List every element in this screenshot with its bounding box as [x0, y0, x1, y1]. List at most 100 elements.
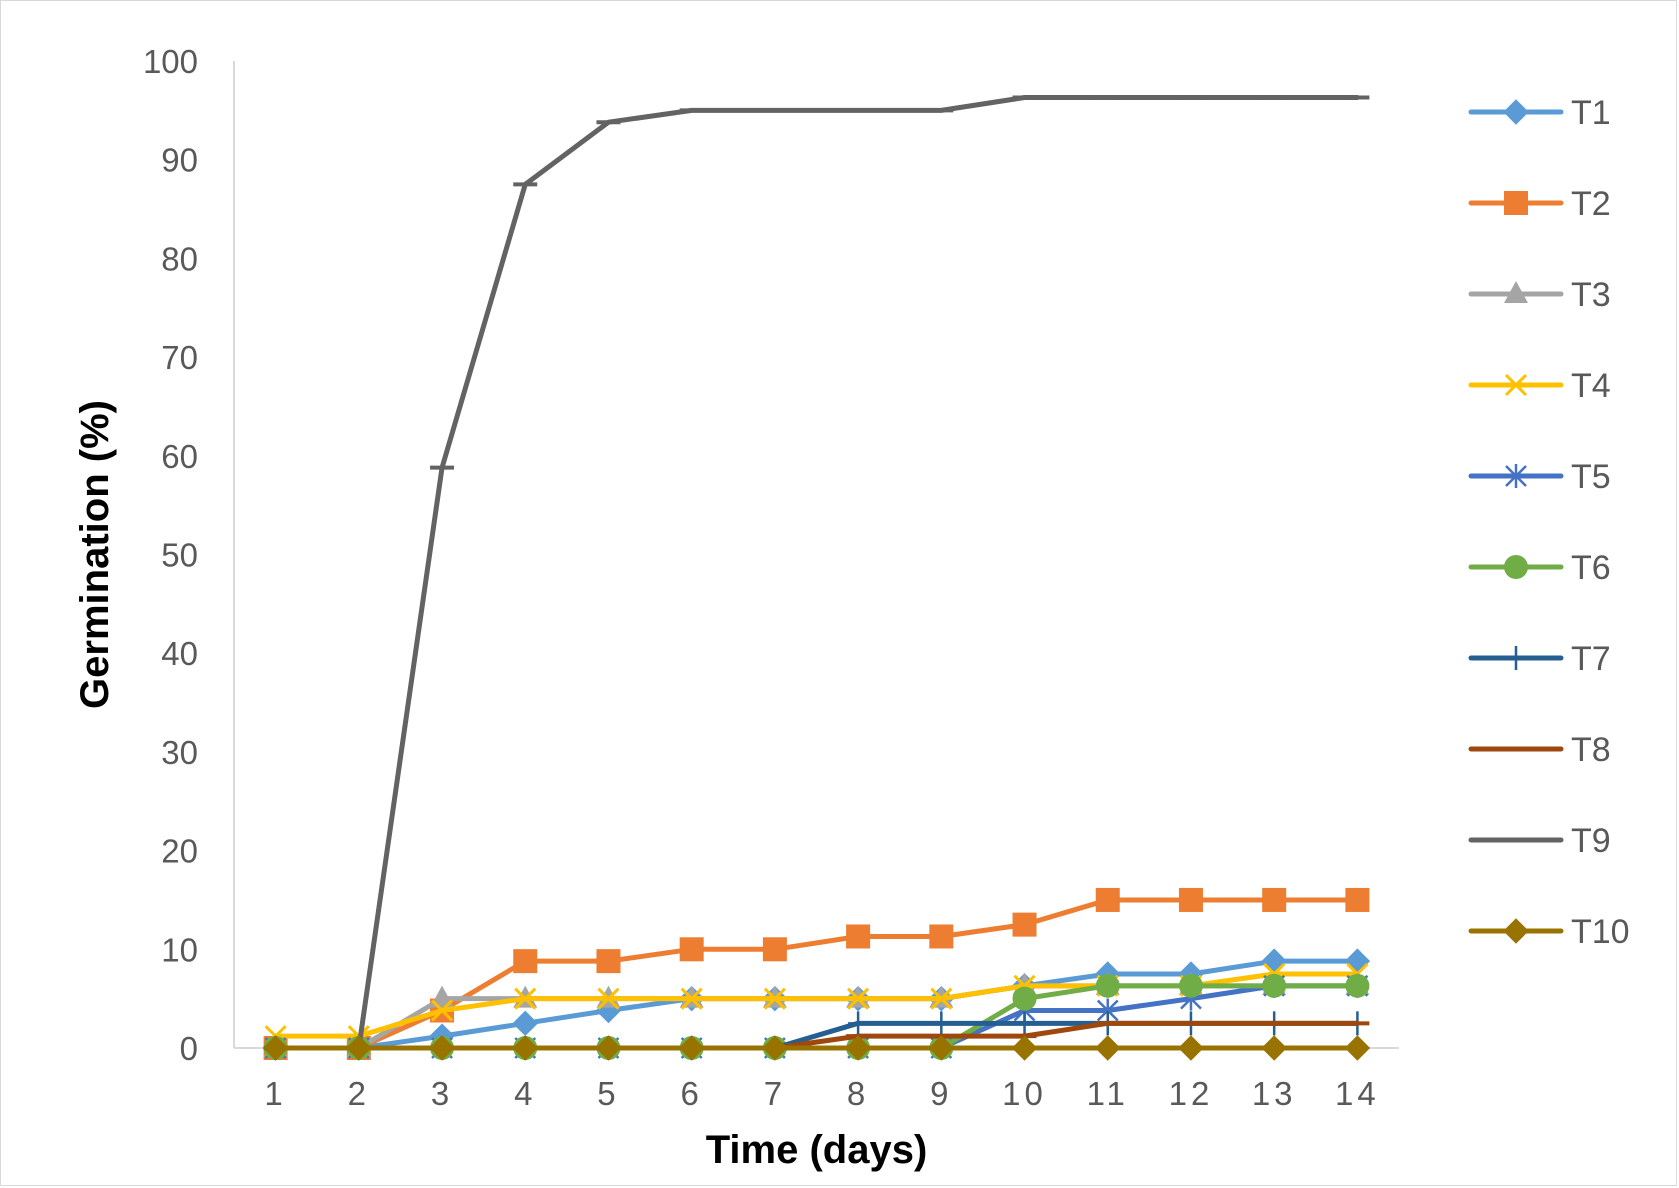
y-tick-label: 40	[161, 635, 198, 672]
data-point-t1	[512, 1010, 538, 1037]
data-point-t10	[512, 1035, 538, 1061]
legend-item-t8: T8	[1468, 731, 1611, 769]
y-axis-title: Germination (%)	[73, 400, 117, 709]
legend-label: T5	[1571, 458, 1611, 496]
y-tick-label: 50	[161, 537, 198, 574]
data-point-t10	[762, 1035, 788, 1061]
data-point-t2	[1012, 912, 1037, 937]
legend-item-t9: T9	[1468, 822, 1611, 860]
y-tick-label: 0	[180, 1030, 198, 1067]
data-point-t3	[430, 985, 455, 1008]
legend-label: T2	[1571, 185, 1611, 223]
data-point-t10	[928, 1035, 955, 1061]
data-point-t6	[1262, 973, 1287, 998]
y-tick-label: 60	[161, 438, 198, 475]
data-point-t4	[597, 987, 620, 1010]
data-point-t10	[845, 1035, 871, 1061]
series-t10	[262, 1035, 1371, 1061]
x-tick-label: 13	[1252, 1075, 1297, 1112]
x-tick-label: 10	[1002, 1075, 1047, 1112]
data-point-t2	[679, 937, 704, 962]
legend: T1 T2 T3 T4 T5 T6 T7 T8 T9 T10	[1468, 94, 1630, 951]
y-tick-label: 70	[161, 339, 198, 376]
y-tick-label: 30	[161, 734, 198, 771]
data-point-t1	[1261, 948, 1287, 974]
data-point-t10	[1095, 1035, 1121, 1061]
data-point-t2	[762, 937, 787, 962]
y-tick-label: 100	[143, 43, 198, 80]
data-point-t4	[847, 987, 870, 1010]
x-axis-title: Time (days)	[706, 1128, 928, 1172]
x-tick-label: 12	[1169, 1075, 1214, 1112]
data-point-t2	[846, 924, 871, 949]
x-tick-label: 8	[847, 1075, 869, 1112]
legend-marker	[1504, 191, 1528, 215]
data-point-t10	[262, 1035, 289, 1061]
legend-label: T4	[1571, 367, 1611, 405]
y-tick-label: 90	[161, 142, 198, 179]
legend-marker	[1503, 918, 1529, 944]
data-point-t2	[596, 949, 621, 974]
legend-marker	[1504, 281, 1528, 303]
data-point-t10	[1011, 1035, 1038, 1061]
legend-item-t6: T6	[1468, 549, 1611, 587]
x-tick-label: 1	[264, 1075, 286, 1112]
data-point-t6	[1012, 986, 1037, 1011]
data-point-t10	[1261, 1035, 1287, 1061]
x-tick-label: 6	[680, 1075, 702, 1112]
legend-marker	[1503, 99, 1529, 125]
legend-item-t5: T5	[1468, 458, 1611, 496]
legend-label: T9	[1571, 822, 1611, 860]
legend-label: T8	[1571, 731, 1611, 769]
data-point-t10	[1344, 1035, 1371, 1061]
plot-series	[262, 95, 1371, 1061]
legend-marker	[1505, 464, 1527, 488]
legend-label: T3	[1571, 276, 1611, 314]
legend-item-t10: T10	[1468, 913, 1630, 951]
data-point-t10	[346, 1035, 372, 1061]
data-point-t10	[678, 1035, 705, 1061]
legend-label: T7	[1571, 640, 1611, 678]
legend-item-t3: T3	[1468, 276, 1611, 314]
legend-label: T10	[1571, 913, 1630, 951]
data-point-t4	[763, 987, 786, 1010]
series-line-t9	[273, 95, 1360, 1051]
x-tick-label: 5	[597, 1075, 619, 1112]
legend-label: T6	[1571, 549, 1611, 587]
data-point-t7	[1014, 1011, 1035, 1036]
data-point-t2	[1262, 887, 1287, 912]
data-point-t10	[429, 1035, 455, 1061]
legend-item-t7: T7	[1468, 640, 1611, 678]
legend-marker	[1506, 646, 1526, 670]
x-tick-label: 3	[431, 1075, 453, 1112]
series-line-t2	[273, 897, 1360, 1051]
data-point-t2	[1095, 887, 1120, 912]
data-point-t4	[930, 987, 953, 1010]
data-point-t2	[1345, 887, 1370, 912]
y-tick-label: 80	[161, 240, 198, 277]
data-point-t2	[929, 924, 954, 949]
data-point-t6	[1178, 973, 1203, 998]
legend-label: T1	[1571, 94, 1611, 132]
x-tick-label: 7	[764, 1075, 786, 1112]
data-point-t6	[1345, 973, 1370, 998]
data-point-t7	[848, 1011, 869, 1036]
data-point-t10	[1178, 1035, 1204, 1061]
legend-item-t1: T1	[1468, 94, 1611, 132]
data-point-t4	[514, 987, 537, 1010]
data-point-t1	[1344, 948, 1371, 974]
y-tick-label: 10	[161, 931, 198, 968]
data-point-t2	[1178, 887, 1203, 912]
legend-item-t2: T2	[1468, 185, 1611, 223]
y-tick-label: 20	[161, 833, 198, 870]
x-tick-label: 4	[514, 1075, 536, 1112]
data-point-t6	[1095, 973, 1120, 998]
data-point-t4	[430, 999, 454, 1022]
legend-marker	[1504, 555, 1528, 579]
data-point-t2	[513, 949, 538, 974]
x-tick-label: 11	[1087, 1075, 1129, 1112]
data-point-t4	[680, 987, 703, 1010]
